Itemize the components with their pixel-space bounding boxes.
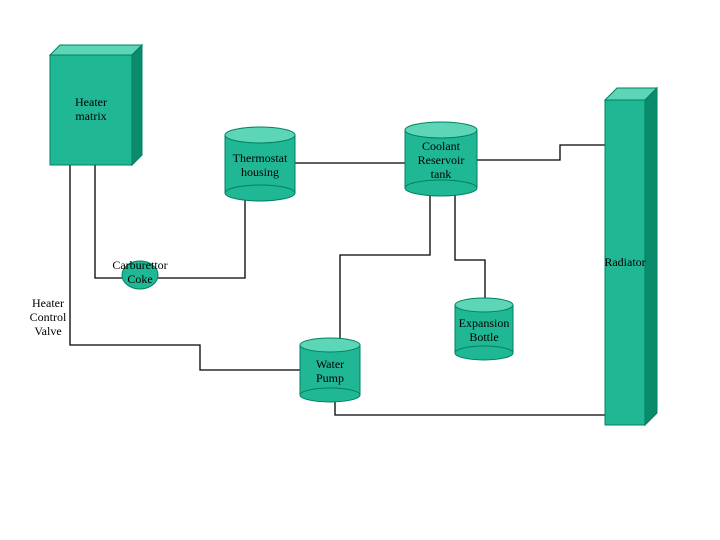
connector-coolant_to_expansion: [455, 188, 485, 305]
thermostat-bottom: [225, 185, 295, 201]
water_pump-top: [300, 338, 360, 352]
heater_matrix-front: [50, 55, 132, 165]
carb_coke-ellipse: [122, 261, 158, 289]
coolant-body: [405, 130, 477, 188]
diagram-canvas: [0, 0, 720, 540]
coolant-bottom: [405, 180, 477, 196]
connector-heater_matrix_bottom_r: [95, 165, 122, 278]
expansion-bottom: [455, 346, 513, 360]
connector-coolant_down_to_pump: [340, 188, 430, 345]
radiator-side: [645, 88, 657, 425]
expansion-top: [455, 298, 513, 312]
connector-pump_to_radiator_bottom: [335, 395, 605, 415]
radiator-front: [605, 100, 645, 425]
thermostat-top: [225, 127, 295, 143]
water_pump-bottom: [300, 388, 360, 402]
heater_matrix-top: [50, 45, 142, 55]
connector-carb_to_thermo: [157, 193, 245, 278]
coolant-top: [405, 122, 477, 138]
heater_matrix-side: [132, 45, 142, 165]
connector-coolant_to_radiator_top: [477, 145, 605, 160]
thermostat-body: [225, 135, 295, 193]
